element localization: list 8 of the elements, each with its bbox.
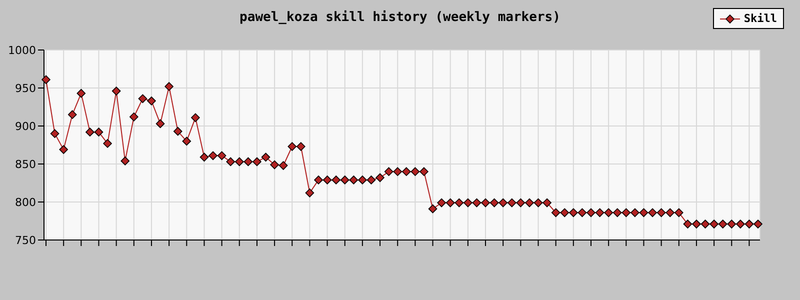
- y-tick-label: 800: [15, 196, 36, 209]
- chart-title: pawel_koza skill history (weekly markers): [240, 10, 560, 25]
- y-tick-label: 1000: [8, 44, 36, 57]
- legend-label: Skill: [742, 12, 777, 25]
- y-tick-label: 850: [15, 158, 36, 171]
- y-tick-label: 950: [15, 82, 36, 95]
- y-tick-label: 900: [15, 120, 36, 133]
- y-tick-label: 750: [15, 234, 36, 247]
